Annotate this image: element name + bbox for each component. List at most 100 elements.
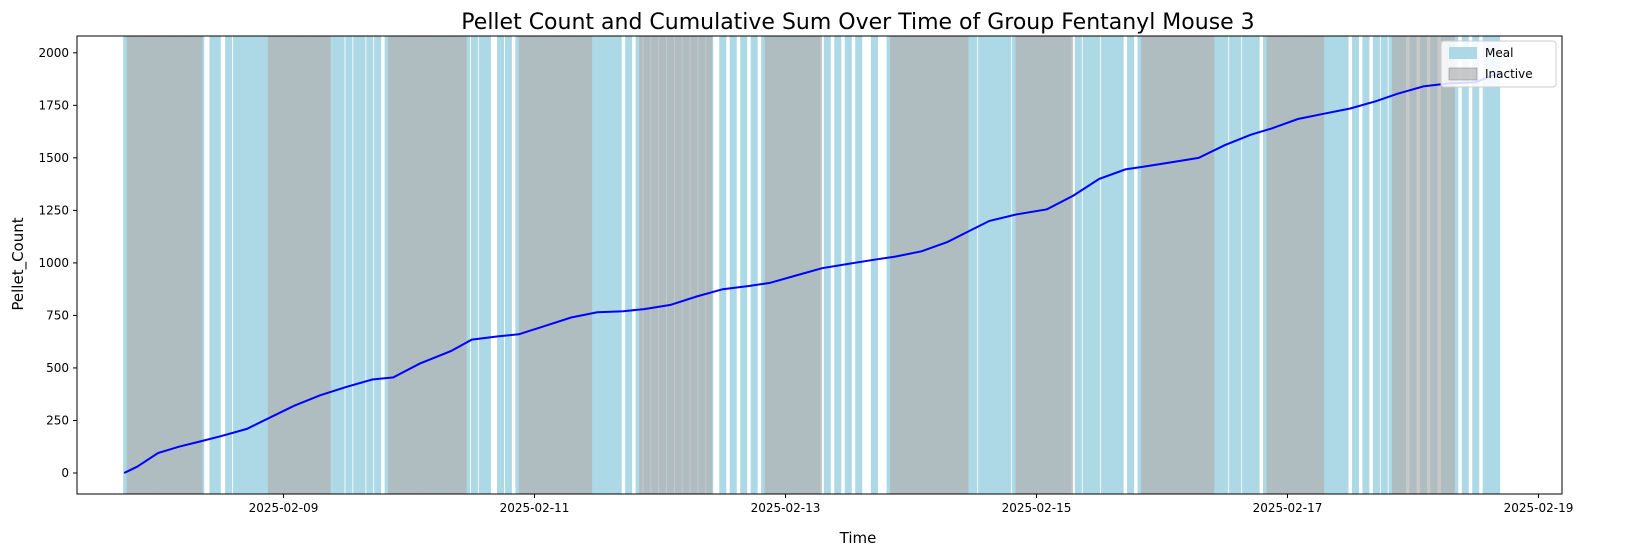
y-tick-label: 1000 bbox=[38, 256, 69, 270]
meal-bar bbox=[1229, 36, 1237, 494]
meal-bar bbox=[332, 36, 340, 494]
y-tick-label: 750 bbox=[46, 308, 69, 322]
meal-bar bbox=[614, 36, 622, 494]
meal-bar bbox=[1074, 36, 1082, 494]
meal-bar bbox=[248, 36, 256, 494]
inactive-period bbox=[1015, 36, 1074, 494]
inactive-period bbox=[126, 36, 203, 494]
inactive-period bbox=[890, 36, 969, 494]
meal-bar bbox=[1487, 36, 1495, 494]
legend: Meal Inactive bbox=[1440, 40, 1557, 88]
meal-bar bbox=[602, 36, 610, 494]
x-tick-label: 2025-02-13 bbox=[751, 501, 821, 515]
legend-swatch-inactive bbox=[1448, 67, 1478, 81]
inactive-period bbox=[639, 36, 713, 494]
meal-bar bbox=[608, 36, 616, 494]
meal-bar bbox=[1242, 36, 1250, 494]
meal-bar bbox=[345, 36, 353, 494]
y-tick-label: 1250 bbox=[38, 203, 69, 217]
meal-bar bbox=[1093, 36, 1101, 494]
y-tick-label: 1500 bbox=[38, 151, 69, 165]
meal-bar bbox=[374, 36, 382, 494]
meal-bar bbox=[1362, 36, 1370, 494]
x-tick-label: 2025-02-11 bbox=[500, 501, 570, 515]
meal-bar bbox=[478, 36, 486, 494]
chart-title: Pellet Count and Cumulative Sum Over Tim… bbox=[461, 10, 1254, 35]
meal-bar bbox=[123, 36, 131, 494]
meal-bar bbox=[589, 36, 597, 494]
meal-bar bbox=[970, 36, 978, 494]
y-tick-label: 250 bbox=[46, 413, 69, 427]
meal-bar bbox=[253, 36, 261, 494]
meal-bar bbox=[1127, 36, 1135, 494]
meal-bar bbox=[596, 36, 604, 494]
cumulative-line bbox=[123, 70, 1503, 474]
meal-bar bbox=[1004, 36, 1012, 494]
meal-bar bbox=[855, 36, 863, 494]
meal-bar bbox=[1087, 36, 1095, 494]
meal-bar bbox=[358, 36, 366, 494]
meal-bar bbox=[1372, 36, 1380, 494]
meal-bar bbox=[483, 36, 491, 494]
meal-bar bbox=[213, 36, 221, 494]
meal-bar bbox=[1111, 36, 1119, 494]
meal-bar bbox=[870, 36, 878, 494]
meal-bar bbox=[1221, 36, 1229, 494]
x-tick-label: 2025-02-17 bbox=[1253, 501, 1323, 515]
y-tick-label: 2000 bbox=[38, 46, 69, 60]
meal-bar bbox=[497, 36, 505, 494]
meal-bar bbox=[366, 36, 374, 494]
meal-bar bbox=[1320, 36, 1328, 494]
y-tick-label: 1750 bbox=[38, 98, 69, 112]
meal-bar bbox=[1482, 36, 1490, 494]
meal-bar bbox=[729, 36, 737, 494]
legend-swatch-meal bbox=[1449, 47, 1477, 59]
inactive-period bbox=[1392, 36, 1455, 494]
meal-bar bbox=[1341, 36, 1349, 494]
y-tick-label: 500 bbox=[46, 361, 69, 375]
meal-bar bbox=[1247, 36, 1255, 494]
meal-bar bbox=[719, 36, 727, 494]
inactive-period bbox=[518, 36, 593, 494]
meal-bar bbox=[504, 36, 512, 494]
meal-bar bbox=[844, 36, 852, 494]
meal-bar bbox=[353, 36, 361, 494]
meal-bar bbox=[1325, 36, 1333, 494]
meal-bar bbox=[1331, 36, 1339, 494]
plot-area bbox=[123, 36, 1503, 494]
meal-bar bbox=[1380, 36, 1388, 494]
meal-bar bbox=[989, 36, 997, 494]
meal-bar bbox=[470, 36, 478, 494]
meal-bar bbox=[1106, 36, 1114, 494]
meal-bar bbox=[1351, 36, 1359, 494]
meal-bar bbox=[978, 36, 986, 494]
meal-bar bbox=[259, 36, 267, 494]
meal-bar bbox=[983, 36, 991, 494]
y-tick-label: 0 bbox=[61, 466, 69, 480]
legend-label-inactive: Inactive bbox=[1485, 67, 1533, 81]
meal-bar bbox=[1216, 36, 1224, 494]
meal-bar bbox=[1082, 36, 1090, 494]
meal-bar bbox=[243, 36, 251, 494]
inactive-period bbox=[764, 36, 823, 494]
meal-bar bbox=[993, 36, 1001, 494]
meal-bar bbox=[823, 36, 831, 494]
inactive-period bbox=[267, 36, 331, 494]
meal-bar bbox=[1100, 36, 1108, 494]
x-tick-label: 2025-02-19 bbox=[1504, 501, 1574, 515]
inactive-period bbox=[388, 36, 467, 494]
meal-bar bbox=[337, 36, 345, 494]
meal-bar bbox=[740, 36, 748, 494]
meal-bar bbox=[225, 36, 233, 494]
meal-bar bbox=[238, 36, 246, 494]
meal-bar bbox=[1252, 36, 1260, 494]
meal-bar bbox=[1472, 36, 1480, 494]
x-tick-label: 2025-02-15 bbox=[1002, 501, 1072, 515]
inactive-period bbox=[1141, 36, 1215, 494]
meal-bar bbox=[1234, 36, 1242, 494]
meal-bar bbox=[625, 36, 633, 494]
meal-bar bbox=[1493, 36, 1501, 494]
meal-bar bbox=[1116, 36, 1124, 494]
meal-bar bbox=[750, 36, 758, 494]
